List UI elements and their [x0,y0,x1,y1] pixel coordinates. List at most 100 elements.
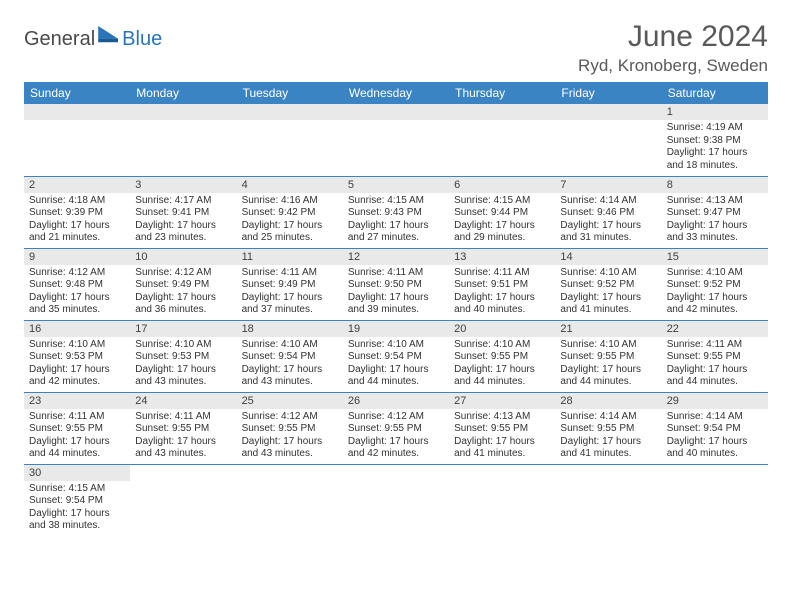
weekday-header-row: SundayMondayTuesdayWednesdayThursdayFrid… [24,82,768,104]
day-details: Sunrise: 4:10 AMSunset: 9:52 PMDaylight:… [662,265,768,319]
day-number: 29 [662,393,768,409]
day-details [555,481,661,485]
calendar-day-cell: 28Sunrise: 4:14 AMSunset: 9:55 PMDayligh… [555,392,661,464]
day-number [343,104,449,120]
calendar-week-row: 9Sunrise: 4:12 AMSunset: 9:48 PMDaylight… [24,248,768,320]
calendar-day-cell: 29Sunrise: 4:14 AMSunset: 9:54 PMDayligh… [662,392,768,464]
weekday-header: Friday [555,82,661,104]
day-number: 19 [343,321,449,337]
day-number: 15 [662,249,768,265]
day-details: Sunrise: 4:12 AMSunset: 9:48 PMDaylight:… [24,265,130,319]
day-details [449,481,555,485]
day-number [449,465,555,481]
calendar-week-row: 30Sunrise: 4:15 AMSunset: 9:54 PMDayligh… [24,464,768,536]
day-number [555,465,661,481]
calendar-day-cell: 13Sunrise: 4:11 AMSunset: 9:51 PMDayligh… [449,248,555,320]
calendar-day-cell: 6Sunrise: 4:15 AMSunset: 9:44 PMDaylight… [449,176,555,248]
day-number [662,465,768,481]
calendar-day-cell: 16Sunrise: 4:10 AMSunset: 9:53 PMDayligh… [24,320,130,392]
day-details: Sunrise: 4:11 AMSunset: 9:55 PMDaylight:… [130,409,236,463]
calendar-day-cell: 19Sunrise: 4:10 AMSunset: 9:54 PMDayligh… [343,320,449,392]
calendar-week-row: 23Sunrise: 4:11 AMSunset: 9:55 PMDayligh… [24,392,768,464]
calendar-day-cell: 1Sunrise: 4:19 AMSunset: 9:38 PMDaylight… [662,104,768,176]
day-details [130,481,236,485]
day-details: Sunrise: 4:11 AMSunset: 9:55 PMDaylight:… [24,409,130,463]
calendar-day-cell: 27Sunrise: 4:13 AMSunset: 9:55 PMDayligh… [449,392,555,464]
day-details: Sunrise: 4:12 AMSunset: 9:49 PMDaylight:… [130,265,236,319]
day-details: Sunrise: 4:17 AMSunset: 9:41 PMDaylight:… [130,193,236,247]
day-number: 23 [24,393,130,409]
calendar-day-cell: 11Sunrise: 4:11 AMSunset: 9:49 PMDayligh… [237,248,343,320]
day-details: Sunrise: 4:15 AMSunset: 9:54 PMDaylight:… [24,481,130,535]
day-details [555,120,661,124]
calendar-day-cell [130,464,236,536]
calendar-day-cell: 18Sunrise: 4:10 AMSunset: 9:54 PMDayligh… [237,320,343,392]
day-details [662,481,768,485]
day-details: Sunrise: 4:12 AMSunset: 9:55 PMDaylight:… [343,409,449,463]
calendar-week-row: 2Sunrise: 4:18 AMSunset: 9:39 PMDaylight… [24,176,768,248]
calendar-day-cell: 23Sunrise: 4:11 AMSunset: 9:55 PMDayligh… [24,392,130,464]
header: General Blue June 2024 Ryd, Kronoberg, S… [24,20,768,76]
day-details: Sunrise: 4:12 AMSunset: 9:55 PMDaylight:… [237,409,343,463]
day-number: 26 [343,393,449,409]
calendar-day-cell: 7Sunrise: 4:14 AMSunset: 9:46 PMDaylight… [555,176,661,248]
weekday-header: Thursday [449,82,555,104]
calendar-table: SundayMondayTuesdayWednesdayThursdayFrid… [24,82,768,536]
day-number: 17 [130,321,236,337]
day-number: 8 [662,177,768,193]
day-details: Sunrise: 4:10 AMSunset: 9:53 PMDaylight:… [24,337,130,391]
day-number: 5 [343,177,449,193]
day-details: Sunrise: 4:15 AMSunset: 9:44 PMDaylight:… [449,193,555,247]
day-details: Sunrise: 4:10 AMSunset: 9:54 PMDaylight:… [237,337,343,391]
day-number: 10 [130,249,236,265]
calendar-day-cell: 4Sunrise: 4:16 AMSunset: 9:42 PMDaylight… [237,176,343,248]
calendar-day-cell [24,104,130,176]
day-number: 13 [449,249,555,265]
calendar-day-cell [237,464,343,536]
day-number: 2 [24,177,130,193]
day-details: Sunrise: 4:18 AMSunset: 9:39 PMDaylight:… [24,193,130,247]
location: Ryd, Kronoberg, Sweden [578,56,768,76]
day-details: Sunrise: 4:15 AMSunset: 9:43 PMDaylight:… [343,193,449,247]
day-details: Sunrise: 4:14 AMSunset: 9:46 PMDaylight:… [555,193,661,247]
day-details [237,120,343,124]
day-details: Sunrise: 4:13 AMSunset: 9:55 PMDaylight:… [449,409,555,463]
weekday-header: Saturday [662,82,768,104]
calendar-week-row: 16Sunrise: 4:10 AMSunset: 9:53 PMDayligh… [24,320,768,392]
calendar-day-cell [343,104,449,176]
weekday-header: Sunday [24,82,130,104]
day-number [237,465,343,481]
day-details: Sunrise: 4:10 AMSunset: 9:52 PMDaylight:… [555,265,661,319]
day-number: 22 [662,321,768,337]
day-details [24,120,130,124]
day-details [343,481,449,485]
calendar-day-cell: 3Sunrise: 4:17 AMSunset: 9:41 PMDaylight… [130,176,236,248]
day-number [449,104,555,120]
calendar-day-cell: 15Sunrise: 4:10 AMSunset: 9:52 PMDayligh… [662,248,768,320]
day-number: 3 [130,177,236,193]
calendar-day-cell: 14Sunrise: 4:10 AMSunset: 9:52 PMDayligh… [555,248,661,320]
day-number: 6 [449,177,555,193]
day-details: Sunrise: 4:19 AMSunset: 9:38 PMDaylight:… [662,120,768,174]
brand-logo: General Blue [24,26,162,52]
day-details [237,481,343,485]
day-number: 20 [449,321,555,337]
day-number: 25 [237,393,343,409]
brand-text-2: Blue [122,28,162,51]
day-details: Sunrise: 4:11 AMSunset: 9:51 PMDaylight:… [449,265,555,319]
weekday-header: Tuesday [237,82,343,104]
day-number [130,104,236,120]
day-number [130,465,236,481]
calendar-day-cell: 25Sunrise: 4:12 AMSunset: 9:55 PMDayligh… [237,392,343,464]
day-number: 28 [555,393,661,409]
calendar-day-cell: 20Sunrise: 4:10 AMSunset: 9:55 PMDayligh… [449,320,555,392]
calendar-day-cell [237,104,343,176]
day-number: 30 [24,465,130,481]
weekday-header: Monday [130,82,236,104]
day-number: 21 [555,321,661,337]
calendar-week-row: 1Sunrise: 4:19 AMSunset: 9:38 PMDaylight… [24,104,768,176]
day-number: 9 [24,249,130,265]
day-number: 12 [343,249,449,265]
calendar-day-cell: 8Sunrise: 4:13 AMSunset: 9:47 PMDaylight… [662,176,768,248]
day-details [449,120,555,124]
